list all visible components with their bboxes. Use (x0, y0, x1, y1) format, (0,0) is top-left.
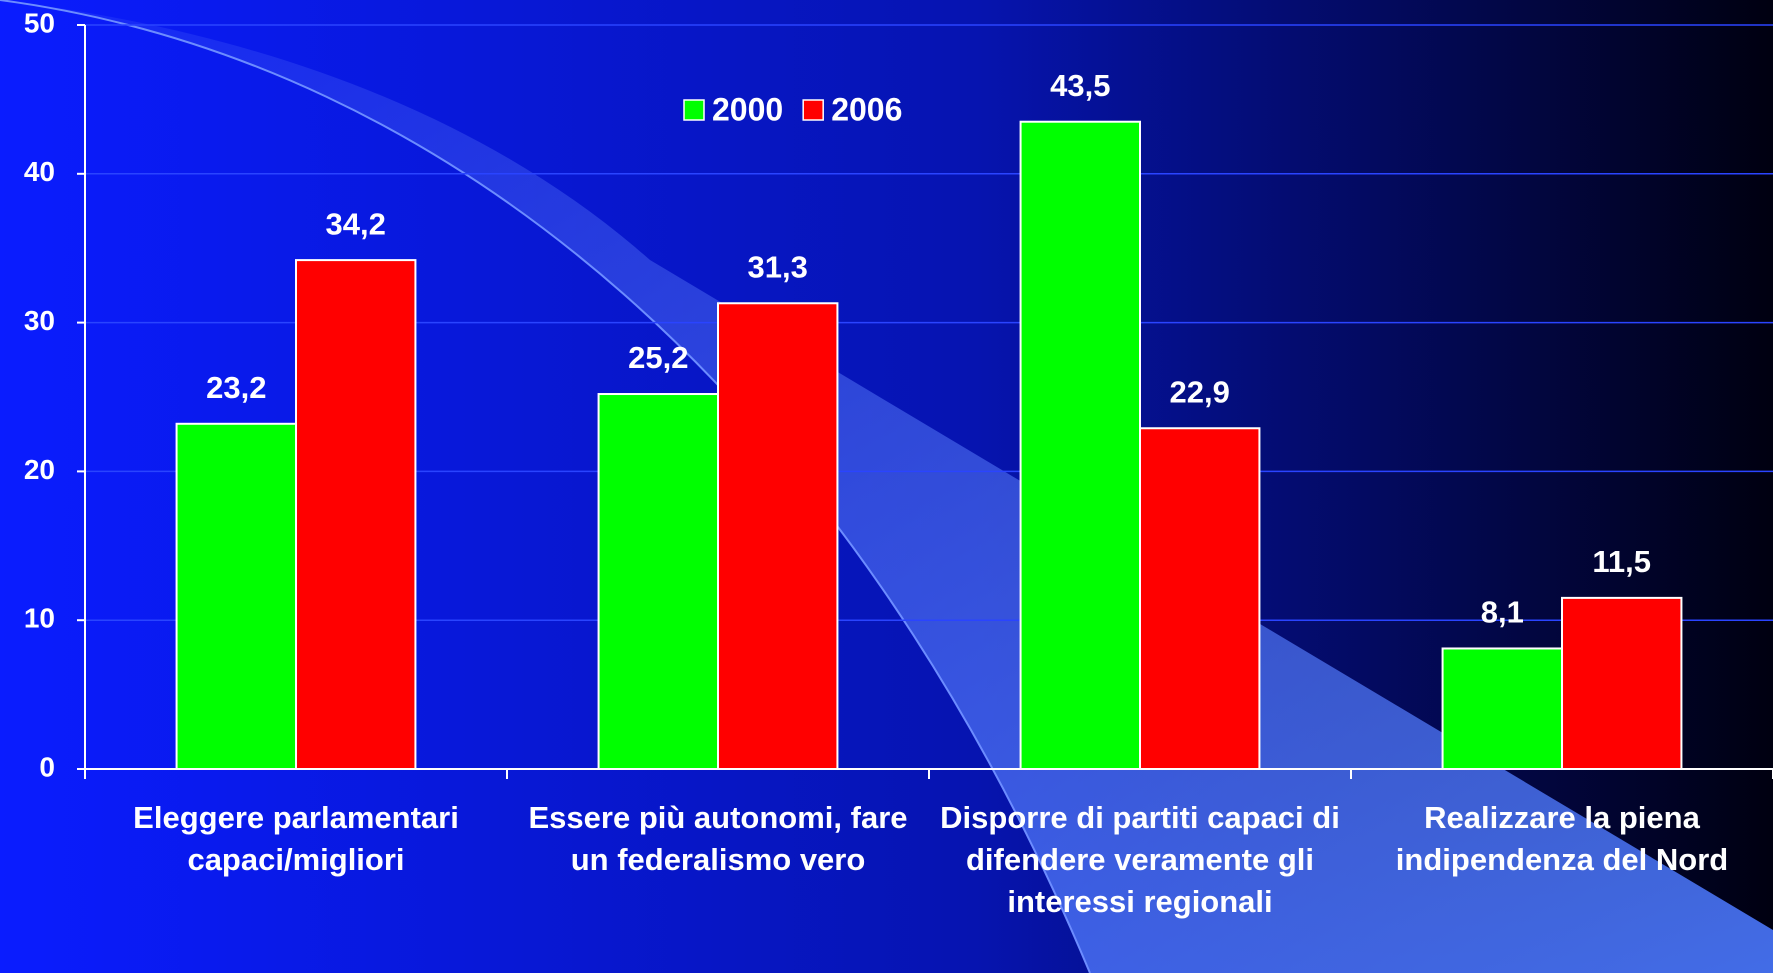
data-label: 25,2 (628, 340, 688, 375)
y-tick-label: 50 (24, 7, 55, 38)
x-tick-label: Eleggere parlamentari capaci/migliori (91, 797, 501, 881)
y-tick-label: 20 (24, 454, 55, 485)
y-tick-label: 30 (24, 305, 55, 336)
y-tick-label: 0 (39, 751, 55, 782)
data-label: 43,5 (1050, 68, 1110, 103)
data-label: 34,2 (326, 206, 386, 241)
bar (718, 303, 837, 769)
bar (1443, 648, 1562, 769)
x-tick-label: Realizzare la piena indipendenza del Nor… (1357, 797, 1767, 881)
bar (177, 424, 296, 769)
data-label: 31,3 (748, 249, 808, 284)
y-tick-label: 10 (24, 603, 55, 634)
data-label: 8,1 (1481, 595, 1524, 630)
x-tick-label: Disporre di partiti capaci di difendere … (935, 797, 1345, 923)
bar (1562, 598, 1681, 769)
legend-label: 2000 (712, 91, 783, 127)
legend-swatch (684, 100, 704, 120)
data-label: 23,2 (206, 370, 266, 405)
legend-label: 2006 (831, 91, 902, 127)
bar (1021, 122, 1140, 769)
bar (599, 394, 718, 769)
legend-swatch (803, 100, 823, 120)
slide: 0 10 20 30 40 50 23,2 34,2 25,2 31,3 43,5 22,9 8,1 11… (0, 0, 1773, 973)
data-label: 11,5 (1592, 544, 1651, 579)
y-tick-label: 40 (24, 156, 55, 187)
bar (1140, 428, 1259, 769)
x-tick-label: Essere più autonomi, fare un federalismo… (513, 797, 923, 881)
bar (296, 260, 415, 769)
data-label: 22,9 (1170, 374, 1230, 409)
